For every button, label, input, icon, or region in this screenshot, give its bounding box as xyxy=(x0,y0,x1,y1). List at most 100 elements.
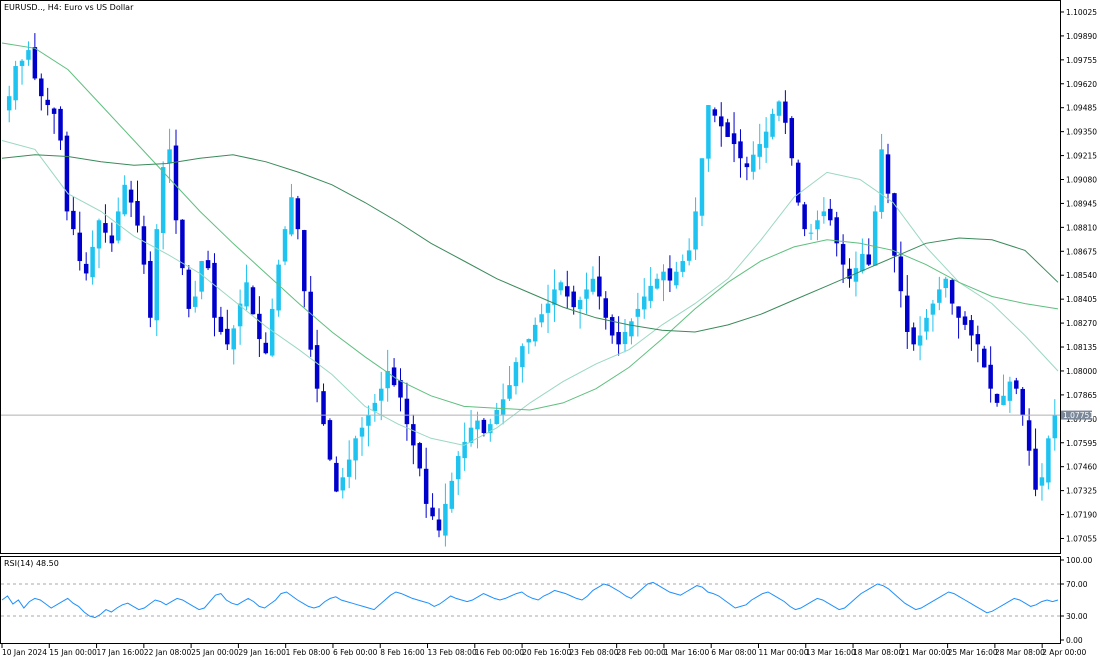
candle-body xyxy=(385,370,390,389)
time-tick-label: 28 Feb 00:00 xyxy=(617,648,666,657)
candle-body xyxy=(77,232,83,262)
candle-body xyxy=(597,276,602,297)
candle-body xyxy=(398,380,403,398)
time-tick-label: 1 Mar 16:00 xyxy=(664,648,710,657)
price-tick-label: 1.07865 xyxy=(1066,391,1097,400)
candle-body xyxy=(404,398,410,425)
time-tick-label: 28 Mar 08:00 xyxy=(995,648,1045,657)
candle-body xyxy=(552,289,557,305)
candle-body xyxy=(834,217,839,244)
candle-body xyxy=(411,424,416,446)
candle-body xyxy=(32,47,38,79)
current-price-tag xyxy=(1061,410,1092,420)
price-tick-label: 1.07595 xyxy=(1066,439,1097,448)
moving-average-line xyxy=(1,140,1059,446)
candle-body xyxy=(667,268,673,281)
candle-body xyxy=(815,220,820,230)
candle-body xyxy=(1026,420,1032,451)
candle-body xyxy=(783,101,788,123)
candle-body xyxy=(520,346,525,368)
candle-body xyxy=(225,328,230,345)
candle-body xyxy=(148,260,153,318)
price-tick-label: 1.07460 xyxy=(1066,463,1097,472)
moving-averages xyxy=(1,42,1059,446)
candle-body xyxy=(1033,448,1038,490)
candle-body xyxy=(205,260,211,269)
price-tick-label: 1.09620 xyxy=(1066,80,1097,89)
candle-body xyxy=(751,154,756,172)
candle-body xyxy=(674,271,679,286)
candle-body xyxy=(231,328,236,350)
candle-body xyxy=(250,287,256,315)
time-axis: 10 Jan 2024 15 Jan 00:00 17 Jan 16:00 22 Ja… xyxy=(1,644,1087,657)
candle-body xyxy=(160,167,166,234)
candle-body xyxy=(981,348,987,368)
candle-body xyxy=(353,438,358,461)
candle-body xyxy=(276,264,281,311)
candle-body xyxy=(417,443,422,469)
candle-body xyxy=(866,254,872,265)
candle-body xyxy=(263,342,269,354)
time-tick-label: 6 Mar 08:00 xyxy=(711,648,757,657)
candle-body xyxy=(603,298,609,318)
candle-body xyxy=(366,415,371,426)
candle-body xyxy=(699,158,705,216)
price-tick-label: 1.08135 xyxy=(1066,343,1097,352)
time-tick-label: 23 Feb 08:00 xyxy=(569,648,618,657)
price-tick-label: 1.07325 xyxy=(1066,487,1097,496)
candle-body xyxy=(212,262,217,318)
candle-body xyxy=(327,420,333,460)
time-tick-label: 25 Jan 00:00 xyxy=(191,648,239,657)
time-tick-label: 25 Mar 16:00 xyxy=(948,648,998,657)
price-tick-label: 1.09485 xyxy=(1066,104,1097,113)
candle-body xyxy=(346,459,352,477)
candle-body xyxy=(969,320,974,336)
candle-body xyxy=(481,419,487,433)
time-tick-label: 29 Jan 16:00 xyxy=(238,648,286,657)
candle-body xyxy=(391,367,397,386)
candle-body xyxy=(71,210,76,230)
candle-body xyxy=(937,289,942,303)
candle-body xyxy=(584,289,589,299)
candle-body xyxy=(282,229,288,262)
main-panel-frame xyxy=(0,0,1061,554)
time-tick-label: 22 Jan 08:00 xyxy=(144,648,192,657)
rsi-tick-label: 100.00 xyxy=(1066,556,1092,565)
price-tick-label: 1.08540 xyxy=(1066,271,1097,280)
candle-body xyxy=(847,268,852,279)
candle-body xyxy=(19,60,25,66)
candle-body xyxy=(436,519,442,531)
candle-body xyxy=(975,334,981,345)
candle-body xyxy=(308,291,313,350)
candle-body xyxy=(545,303,551,313)
time-tick-label: 16 Feb 00:00 xyxy=(475,648,524,657)
candle-body xyxy=(648,285,653,301)
candle-body xyxy=(609,317,615,336)
candle-body xyxy=(430,507,435,517)
price-tick-label: 1.08945 xyxy=(1066,199,1097,208)
candle-body xyxy=(289,197,294,235)
candle-body xyxy=(898,256,904,292)
price-tick-label: 1.09350 xyxy=(1066,128,1097,137)
candle-body xyxy=(314,345,320,389)
time-tick-label: 17 Jan 16:00 xyxy=(97,648,145,657)
candle-body xyxy=(802,204,807,230)
time-tick-label: 2 Apr 00:00 xyxy=(1042,648,1086,657)
candle-body xyxy=(192,296,198,307)
candle-body xyxy=(622,331,628,345)
candle-body xyxy=(776,101,782,116)
candle-body xyxy=(565,286,570,297)
time-tick-label: 15 Jan 00:00 xyxy=(49,648,97,657)
candle-body xyxy=(1039,477,1045,486)
candle-body xyxy=(1014,380,1019,389)
candle-body xyxy=(795,162,801,203)
candle-body xyxy=(1001,395,1006,406)
candle-body xyxy=(173,145,179,221)
candle-body xyxy=(26,50,31,60)
price-tick-label: 1.08810 xyxy=(1066,223,1097,232)
candle-body xyxy=(808,232,814,234)
candle-body xyxy=(686,250,692,261)
candle-body xyxy=(924,317,929,332)
